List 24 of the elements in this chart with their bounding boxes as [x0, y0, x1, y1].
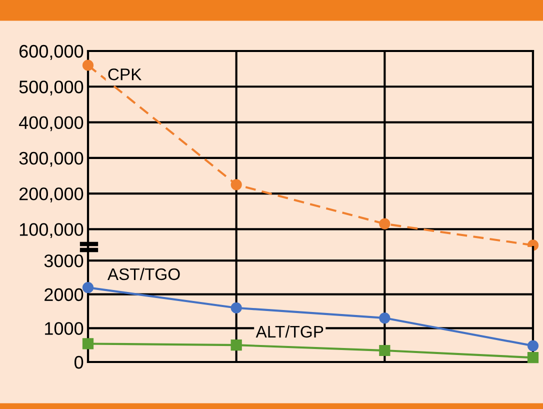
point: [379, 312, 390, 324]
point: [82, 282, 94, 294]
point: [379, 218, 390, 230]
y-tick-label: 100,000: [20, 223, 84, 238]
y-tick-label: 1000: [45, 322, 84, 335]
point: [379, 344, 390, 356]
y-tick-label: 200,000: [19, 187, 84, 202]
y-tick-label: 300,000: [19, 152, 84, 167]
point: [230, 340, 242, 351]
y-tick-label: 400,000: [18, 116, 84, 132]
series-label: AST/TGO: [107, 268, 180, 280]
series-label: CPK: [108, 68, 142, 80]
point: [527, 352, 539, 364]
y-tick-label: 2000: [44, 288, 84, 302]
point: [82, 60, 94, 71]
point: [527, 340, 539, 352]
y-tick-label: 500,000: [19, 80, 84, 96]
series-label: ALT/TGP: [256, 325, 324, 338]
point: [230, 302, 242, 314]
point: [230, 179, 242, 190]
y-tick-label: 3000: [44, 254, 84, 268]
point: [82, 338, 94, 350]
y-tick-label: 0: [74, 356, 84, 369]
y-tick-label: 600,000: [19, 44, 84, 60]
